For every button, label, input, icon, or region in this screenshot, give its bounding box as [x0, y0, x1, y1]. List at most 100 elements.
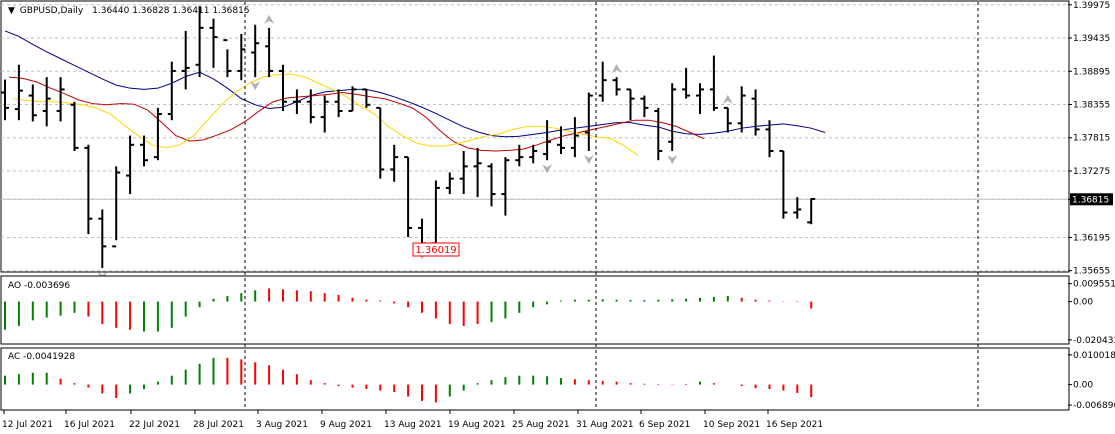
time-axis-label: 28 Jul 2021	[193, 420, 244, 430]
time-axis[interactable]: 12 Jul 2021 16 Jul 2021 22 Jul 2021 28 Jul …	[2, 410, 823, 430]
fractal-down-icon	[667, 154, 678, 164]
ma-yellow-line	[12, 73, 639, 157]
ohlc-bar	[765, 120, 774, 158]
time-axis-label: 10 Sep 2021	[703, 420, 760, 430]
ohlc-bar	[807, 197, 816, 225]
ohlc-bar	[348, 86, 357, 112]
ao-indicator-panel[interactable]: AO -0.003696 0.009551 0.00 -0.020433	[0, 275, 1115, 346]
ohlc-bar	[723, 106, 732, 133]
ma-blue-line	[4, 30, 826, 138]
ohlc-bar	[28, 84, 37, 122]
ohlc-bar	[279, 64, 287, 111]
price-axis-label: 1.39975	[1073, 1, 1110, 11]
ohlc-bar	[626, 88, 635, 121]
ohlc-bar	[209, 18, 218, 68]
ohlc-bar	[84, 144, 93, 235]
ac-histogram	[4, 357, 813, 403]
time-axis-label: 6 Sep 2021	[639, 420, 690, 430]
ohlc-bar	[543, 120, 552, 161]
ohlc-bar	[751, 89, 760, 136]
ohlc-bar	[181, 30, 190, 90]
collapse-triangle-icon[interactable]: ▼	[8, 6, 15, 16]
ao-label: AO -0.003696	[8, 281, 70, 291]
price-axis-label: 1.39435	[1073, 34, 1110, 44]
ohlc-bar	[195, 6, 204, 78]
ohlc-bar	[140, 135, 148, 167]
ohlc-bar	[445, 172, 454, 195]
ohlc-values: 1.36440 1.36828 1.36411 1.36815	[92, 6, 249, 16]
current-price-label: 1.36815	[1070, 193, 1113, 206]
fractal-up-icon	[264, 14, 275, 24]
fractal-down-icon	[250, 81, 261, 91]
ac-axis: 0.0100182 0.00 -0.0068966	[1068, 351, 1115, 411]
time-axis-label: 19 Aug 2021	[448, 420, 506, 430]
ohlc-bar	[56, 77, 65, 122]
ohlc-bar	[598, 61, 607, 102]
time-axis-label: 9 Aug 2021	[320, 420, 372, 430]
ohlc-bar	[696, 83, 704, 115]
ohlc-bar	[98, 209, 107, 268]
ao-axis: 0.009551 0.00 -0.020433	[1068, 280, 1115, 346]
ohlc-bar	[334, 89, 343, 118]
ohlc-bar	[167, 61, 176, 121]
price-chart-panel[interactable]: ▼ GBPUSD,Daily 1.36440 1.36828 1.36411 1…	[0, 0, 1113, 281]
svg-text:1.36815: 1.36815	[1072, 195, 1109, 205]
ohlc-bar	[70, 101, 79, 151]
price-axis-label: 1.37815	[1073, 134, 1110, 144]
time-axis-label: 25 Aug 2021	[512, 420, 570, 430]
ohlc-bar	[320, 95, 329, 133]
ohlc-bar	[709, 55, 718, 111]
ohlc-bar	[153, 107, 162, 161]
ohlc-bar	[251, 24, 260, 78]
ohlc-bar	[14, 64, 23, 121]
fractal-up-icon	[722, 94, 733, 104]
ohlc-bar	[529, 144, 538, 164]
ohlc-bar	[265, 27, 274, 78]
time-axis-label: 22 Jul 2021	[129, 420, 180, 430]
ohlc-bar	[487, 163, 496, 207]
ohlc-bar	[668, 83, 677, 151]
time-axis-label: 16 Jul 2021	[64, 420, 115, 430]
symbol-timeframe: GBPUSD,Daily	[20, 6, 84, 16]
price-axis-label: 1.38895	[1073, 67, 1110, 77]
ohlc-bar	[376, 106, 385, 179]
fractal-up-icon	[611, 64, 622, 74]
ohlc-bar	[557, 126, 565, 155]
ohlc-bar	[570, 117, 579, 158]
ohlc-bar	[779, 149, 788, 219]
ohlc-bar	[459, 150, 468, 195]
price-grid	[1, 4, 1068, 272]
ohlc-bar	[640, 95, 649, 118]
ohlc-bar	[42, 77, 51, 127]
price-axis-label: 1.38355	[1073, 100, 1110, 110]
svg-text:1.36019: 1.36019	[415, 245, 456, 256]
ohlc-bar	[390, 144, 399, 182]
time-axis-label: 16 Sep 2021	[766, 420, 823, 430]
ac-label: AC -0.0041928	[8, 352, 75, 362]
price-axis-label: 1.37275	[1073, 167, 1110, 177]
ohlc-bar	[473, 147, 482, 198]
price-bars	[1, 6, 816, 268]
ohlc-bar	[584, 92, 593, 151]
price-axis-label: 1.35655	[1073, 267, 1110, 277]
ohlc-bar	[612, 77, 621, 96]
period-separators	[244, 2, 979, 410]
ohlc-bar	[292, 89, 301, 115]
indicator-axis-label: -0.020433	[1073, 336, 1115, 346]
chart-symbol-header: ▼ GBPUSD,Daily 1.36440 1.36828 1.36411 1…	[8, 6, 250, 16]
ohlc-bar	[737, 86, 746, 133]
ohlc-bar	[237, 34, 246, 81]
fractal-down-icon	[542, 164, 553, 174]
indicator-axis-label: 0.009551	[1073, 280, 1115, 290]
ohlc-bar	[112, 166, 121, 248]
time-axis-label: 13 Aug 2021	[384, 420, 442, 430]
indicator-axis-label: 0.00	[1073, 381, 1093, 391]
price-axis-label: 1.36195	[1073, 233, 1110, 243]
ohlc-bar	[223, 39, 232, 78]
ohlc-bar	[501, 157, 510, 216]
indicator-axis-label: -0.0068966	[1073, 401, 1115, 411]
time-axis-label: 31 Aug 2021	[576, 420, 634, 430]
price-axis[interactable]: 1.39975 1.39435 1.38895 1.38355 1.37815 1.372…	[1068, 1, 1110, 277]
ac-indicator-panel[interactable]: AC -0.0041928 0.0100182 0.00 -0.0068966	[0, 347, 1115, 411]
